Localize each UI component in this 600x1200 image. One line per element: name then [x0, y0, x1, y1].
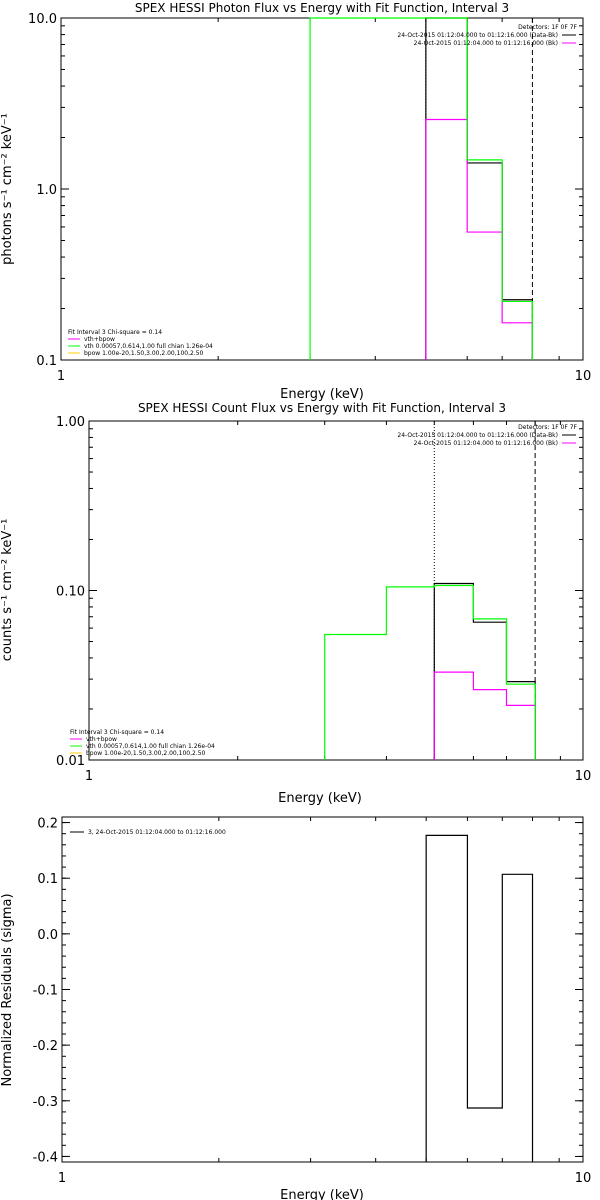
y-tick-label: 1.0 — [36, 183, 57, 198]
residuals-x-axis-title: Energy (keV) — [280, 1188, 364, 1200]
count-legend-vth: vth 0.00057,0.614,1.00 full chian 1.26e-… — [86, 743, 215, 750]
x-tick-label: 10 — [575, 1171, 592, 1186]
count-y-axis-title: counts s⁻¹ cm⁻² keV⁻¹ — [0, 519, 15, 662]
photon-x-axis-title: Energy (keV) — [280, 387, 364, 402]
photon-legend-bpow: bpow 1.00e-20,1.50,3.00,2.00,100,2.50 — [84, 350, 204, 357]
count-flux-panel: SPEX HESSI Count Flux vs Energy with Fit… — [0, 401, 591, 806]
count-marks: 1 10 0.01 0.10 1.00 — [56, 415, 591, 784]
y-tick-label: 0.2 — [37, 817, 58, 832]
series-data-line — [433, 671, 536, 760]
photon-chart-title: SPEX HESSI Photon Flux vs Energy with Fi… — [135, 1, 509, 15]
x-tick-label: 10 — [575, 769, 592, 784]
series-residuals-line — [425, 834, 534, 1162]
photon-y-axis-title: photons s⁻¹ cm⁻² keV⁻¹ — [0, 113, 15, 265]
y-tick-label: 10.0 — [28, 12, 57, 27]
photon-marks: 1 10 0.1 1.0 10.0 — [28, 12, 591, 384]
photon-time-line-bk: 24-Oct-2015 01:12:04.000 to 01:12:16.000… — [414, 40, 558, 47]
x-tick-label: 10 — [575, 369, 592, 384]
residuals-marks: 1 10 0.2 0.1 0.0 -0.1 -0.2 -0.3 -0.4 — [33, 817, 592, 1186]
x-tick-label: 1 — [85, 769, 93, 784]
y-tick-label: 0.0 — [37, 928, 58, 943]
series-data-line — [425, 118, 534, 360]
x-tick-label: 1 — [57, 369, 65, 384]
residuals-legend-entry: 3, 24-Oct-2015 01:12:04.000 to 01:12:16.… — [88, 829, 226, 836]
y-tick-label: 0.10 — [56, 585, 85, 600]
count-time-line-bk: 24-Oct-2015 01:12:04.000 to 01:12:16.000… — [414, 440, 558, 447]
count-time-line-data-bk: 24-Oct-2015 01:12:04.000 to 01:12:16.000… — [397, 432, 558, 439]
series-total-line — [433, 582, 536, 760]
photon-time-line-data-bk: 24-Oct-2015 01:12:04.000 to 01:12:16.000… — [397, 32, 558, 39]
y-tick-label: -0.4 — [33, 1150, 58, 1165]
photon-detectors-label: Detectors: 1F 0F 7F — [518, 24, 577, 31]
photon-legend-vth-bpow: vth+bpow — [84, 336, 115, 343]
count-legend-bpow: bpow 1.00e-20,1.50,3.00,2.00,100,2.50 — [86, 750, 206, 757]
residuals-panel: 1 10 0.2 0.1 0.0 -0.1 -0.2 -0.3 -0.4 Energy (keV… — [0, 816, 592, 1200]
x-tick-label: 1 — [58, 1171, 66, 1186]
y-tick-label: -0.1 — [33, 984, 58, 999]
residuals-y-axis-title: Normalized Residuals (sigma) — [0, 893, 15, 1086]
count-legend-header: Fit Interval 3 Chi-square = 0.14 — [70, 729, 164, 736]
y-tick-label: 0.01 — [56, 754, 85, 769]
series-vth-line — [309, 17, 534, 360]
series-vth-line — [324, 584, 536, 760]
photon-flux-panel: SPEX HESSI Photon Flux vs Energy with Fi… — [0, 1, 591, 402]
count-chart-title: SPEX HESSI Count Flux vs Energy with Fit… — [138, 401, 506, 415]
count-legend-vth-bpow: vth+bpow — [86, 736, 117, 743]
count-detectors-label: Detectors: 1F 0F 7F — [518, 424, 577, 431]
y-tick-label: -0.3 — [33, 1095, 58, 1110]
photon-legend-vth: vth 0.00057,0.614,1.00 full chian 1.26e-… — [84, 343, 213, 350]
y-tick-label: 0.1 — [36, 354, 57, 369]
photon-legend-header: Fit Interval 3 Chi-square = 0.14 — [68, 329, 162, 336]
count-x-axis-title: Energy (keV) — [278, 791, 362, 806]
y-tick-label: 0.1 — [37, 872, 58, 887]
y-tick-label: 1.00 — [56, 415, 85, 430]
y-tick-label: -0.2 — [33, 1039, 58, 1054]
